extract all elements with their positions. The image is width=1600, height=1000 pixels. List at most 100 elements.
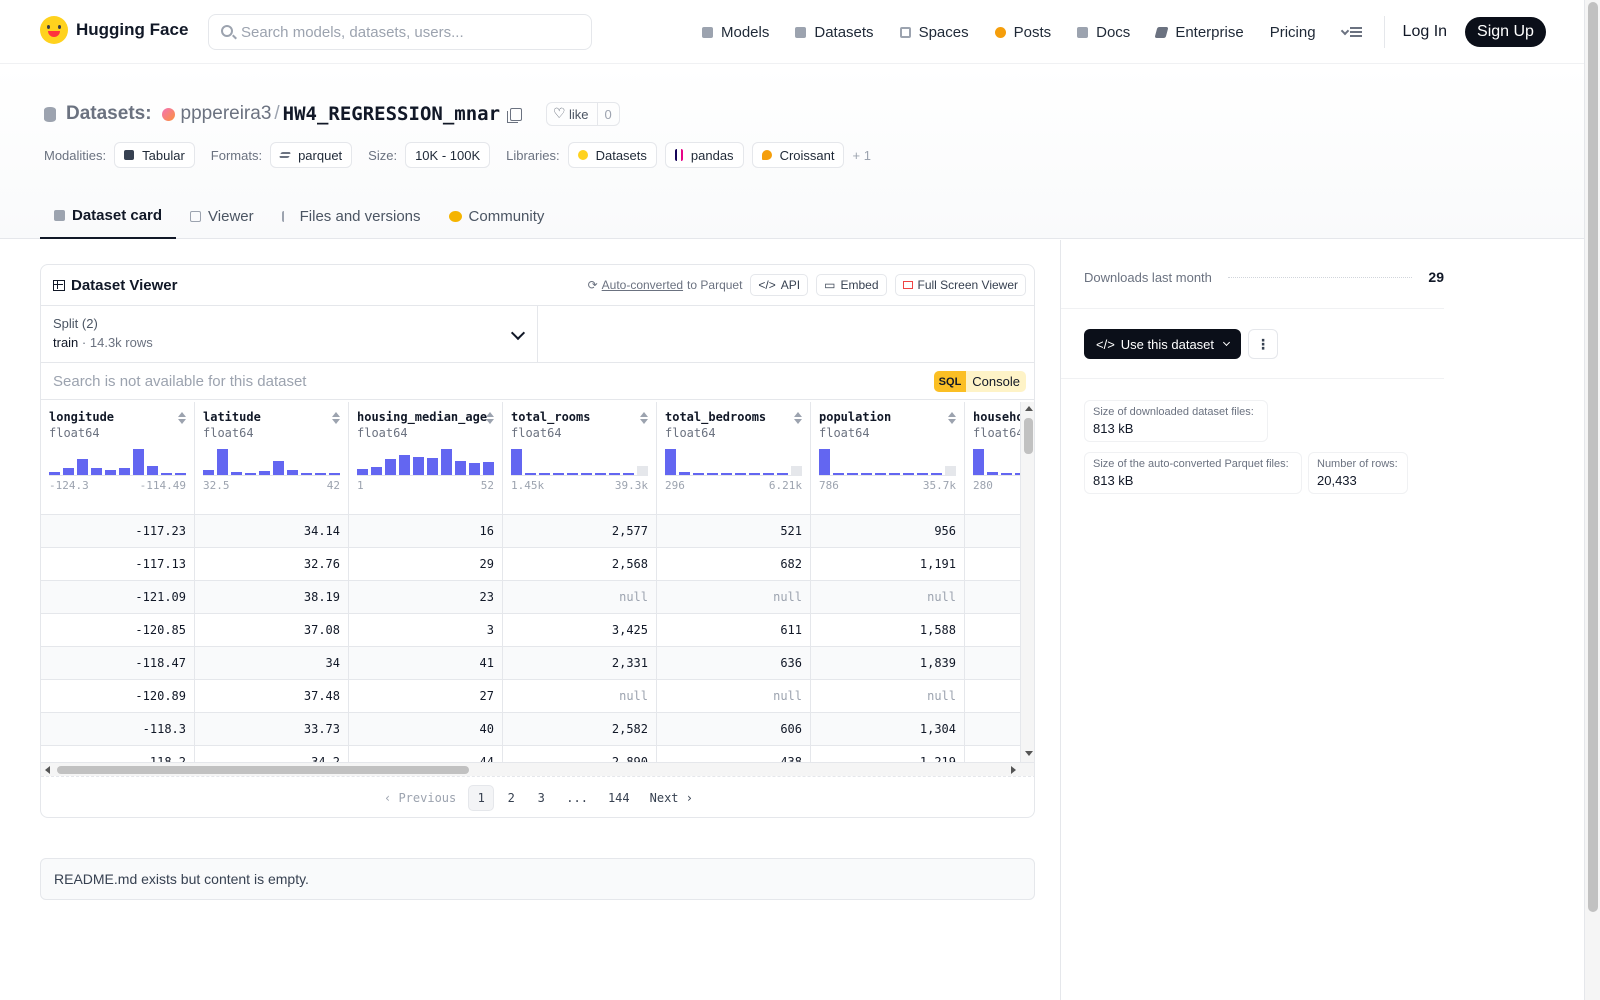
table-cell[interactable]: 34.14 xyxy=(194,514,349,548)
table-cell[interactable]: -117.13 xyxy=(41,547,195,581)
table-cell[interactable]: -118.47 xyxy=(41,646,195,680)
scroll-thumb[interactable] xyxy=(57,766,469,774)
table-cell[interactable] xyxy=(964,547,1020,581)
histogram-bar[interactable] xyxy=(1001,473,1012,475)
table-cell[interactable] xyxy=(964,712,1020,746)
page-1[interactable]: 1 xyxy=(468,784,495,811)
auto-converted-link[interactable]: Auto-converted xyxy=(601,278,684,292)
column-header[interactable]: total_rooms float64 1.45k 39.3k xyxy=(502,402,657,515)
histogram-bar[interactable] xyxy=(259,471,270,475)
table-row[interactable]: -117.23 34.14 16 2,577 521 956 xyxy=(41,514,1020,548)
table-cell[interactable]: -120.89 xyxy=(41,679,195,713)
tab-dataset-card[interactable]: Dataset card xyxy=(40,193,177,239)
histogram-bar[interactable] xyxy=(133,449,144,475)
null-bar[interactable] xyxy=(637,466,648,475)
tag-parquet[interactable]: parquet xyxy=(270,142,353,168)
histogram-bar[interactable] xyxy=(973,449,984,475)
histogram-bar[interactable] xyxy=(777,473,788,475)
page-scrollbar[interactable] xyxy=(1584,0,1600,1000)
histogram-bar[interactable] xyxy=(371,467,382,475)
table-row[interactable]: -118.3 33.73 40 2,582 606 1,304 xyxy=(41,712,1020,746)
nav-datasets[interactable]: Datasets xyxy=(795,24,874,41)
histogram-bar[interactable] xyxy=(931,473,942,475)
previous-page-button[interactable]: ‹ Previous xyxy=(384,790,457,805)
login-link[interactable]: Log In xyxy=(1402,23,1448,40)
table-cell[interactable]: null xyxy=(502,580,657,614)
histogram-bar[interactable] xyxy=(77,459,88,475)
histogram-bar[interactable] xyxy=(511,449,522,475)
histogram-bar[interactable] xyxy=(1015,473,1020,475)
table-cell[interactable]: 606 xyxy=(656,712,811,746)
page-3[interactable]: 3 xyxy=(537,790,545,805)
table-cell[interactable]: null xyxy=(656,580,811,614)
embed-button[interactable]: ▭ Embed xyxy=(816,274,887,296)
table-row[interactable]: -121.09 38.19 23 null null null xyxy=(41,580,1020,614)
column-header[interactable]: longitude float64 -124.3 -114.49 xyxy=(41,402,195,515)
histogram-bar[interactable] xyxy=(147,466,158,475)
table-row[interactable]: -118.47 34 41 2,331 636 1,839 xyxy=(41,646,1020,680)
table-cell[interactable]: 611 xyxy=(656,613,811,647)
histogram-bar[interactable] xyxy=(553,473,564,475)
tab-viewer[interactable]: Viewer xyxy=(176,193,268,239)
histogram-bar[interactable] xyxy=(161,473,172,475)
histogram-bar[interactable] xyxy=(693,473,704,475)
scroll-thumb[interactable] xyxy=(1588,2,1598,912)
like-button[interactable]: like 0 xyxy=(546,102,620,126)
nav-posts[interactable]: Posts xyxy=(994,24,1051,41)
table-cell[interactable]: 682 xyxy=(656,547,811,581)
table-cell[interactable]: 44 xyxy=(348,745,503,762)
histogram-bar[interactable] xyxy=(217,449,228,475)
brand-logo[interactable]: Hugging Face xyxy=(40,16,188,44)
table-cell[interactable] xyxy=(964,745,1020,762)
more-menu-icon[interactable] xyxy=(1342,25,1364,39)
datasets-crumb[interactable]: Datasets: xyxy=(66,103,152,124)
scroll-up-icon[interactable] xyxy=(1025,406,1033,411)
use-this-dataset-button[interactable]: </> Use this dataset xyxy=(1084,329,1242,359)
table-cell[interactable]: -117.23 xyxy=(41,514,195,548)
tag-size[interactable]: 10K - 100K xyxy=(405,142,491,168)
column-header[interactable]: total_bedrooms float64 296 6.21k xyxy=(656,402,811,515)
scroll-thumb[interactable] xyxy=(1024,418,1033,454)
table-cell[interactable]: 956 xyxy=(810,514,965,548)
histogram-bar[interactable] xyxy=(987,472,998,475)
table-cell[interactable]: 2,331 xyxy=(502,646,657,680)
table-cell[interactable]: 41 xyxy=(348,646,503,680)
histogram-bar[interactable] xyxy=(455,461,466,475)
table-cell[interactable] xyxy=(964,646,1020,680)
sql-console-button[interactable]: SQL Console xyxy=(933,371,1026,392)
search-input[interactable]: Search models, datasets, users... xyxy=(208,14,592,50)
page-144[interactable]: 144 xyxy=(607,790,630,805)
table-cell[interactable]: 34.2 xyxy=(194,745,349,762)
nav-docs[interactable]: Docs xyxy=(1077,24,1130,41)
table-cell[interactable] xyxy=(964,679,1020,713)
histogram-bar[interactable] xyxy=(329,473,340,475)
table-cell[interactable]: 2,890 xyxy=(502,745,657,762)
table-cell[interactable]: 23 xyxy=(348,580,503,614)
histogram-bar[interactable] xyxy=(245,473,256,475)
histogram-bar[interactable] xyxy=(875,473,886,475)
table-cell[interactable]: 2,582 xyxy=(502,712,657,746)
dataset-name[interactable]: HW4_REGRESSION_mnar xyxy=(282,103,501,125)
histogram-bar[interactable] xyxy=(917,473,928,475)
histogram-bar[interactable] xyxy=(175,473,186,475)
split-dropdown[interactable]: Split (2) train · 14.3k rows xyxy=(41,306,538,362)
histogram-bar[interactable] xyxy=(721,473,732,475)
sort-icon[interactable] xyxy=(948,412,956,424)
histogram-bar[interactable] xyxy=(595,473,606,475)
histogram-bar[interactable] xyxy=(525,473,536,475)
histogram-bar[interactable] xyxy=(427,458,438,475)
table-row[interactable]: -118.2 34.2 44 2,890 438 1,219 xyxy=(41,745,1020,762)
scroll-down-icon[interactable] xyxy=(1025,751,1033,756)
histogram-bar[interactable] xyxy=(91,468,102,475)
histogram-bar[interactable] xyxy=(609,473,620,475)
histogram-bar[interactable] xyxy=(231,472,242,475)
table-cell[interactable]: -121.09 xyxy=(41,580,195,614)
histogram-bar[interactable] xyxy=(665,449,676,475)
histogram-bar[interactable] xyxy=(819,449,830,475)
histogram-bar[interactable] xyxy=(679,472,690,475)
nav-models[interactable]: Models xyxy=(702,24,769,41)
histogram-bar[interactable] xyxy=(861,473,872,475)
histogram-bar[interactable] xyxy=(441,449,452,475)
tag-pandas[interactable]: pandas xyxy=(664,142,744,168)
histogram-bar[interactable] xyxy=(469,463,480,475)
